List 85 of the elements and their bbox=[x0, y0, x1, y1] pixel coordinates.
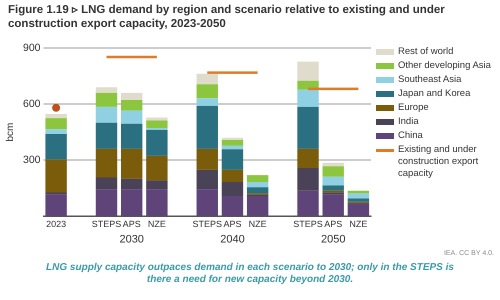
legend-label: Southeast Asia bbox=[398, 74, 462, 86]
y-tick-label: 300 bbox=[22, 154, 41, 166]
bar bbox=[348, 204, 370, 216]
legend-label: India bbox=[398, 116, 419, 128]
bar bbox=[196, 84, 218, 98]
bar bbox=[322, 194, 344, 216]
bar bbox=[45, 118, 67, 130]
legend-label: Japan and Korea bbox=[398, 88, 470, 100]
bar bbox=[45, 114, 67, 118]
bar bbox=[146, 189, 168, 216]
bar bbox=[196, 189, 218, 216]
bar bbox=[96, 106, 118, 123]
legend-label: Existing and under construction export capacity bbox=[398, 144, 480, 180]
bar bbox=[297, 168, 319, 191]
bar bbox=[45, 134, 67, 160]
bar bbox=[322, 162, 344, 166]
bar bbox=[297, 62, 319, 81]
bar bbox=[96, 122, 118, 149]
bar bbox=[297, 190, 319, 216]
x-tick-label: 2023 bbox=[46, 219, 66, 230]
bar bbox=[322, 186, 344, 191]
bar bbox=[45, 194, 67, 216]
text: 2050 bbox=[320, 234, 346, 246]
bar bbox=[246, 187, 268, 194]
legend-label: Europe bbox=[398, 102, 429, 114]
legend-label: China bbox=[398, 130, 423, 142]
bar bbox=[222, 140, 244, 146]
bar bbox=[45, 129, 67, 134]
bar bbox=[96, 189, 118, 216]
bar bbox=[96, 87, 118, 93]
bar bbox=[96, 148, 118, 178]
bar bbox=[222, 170, 244, 182]
bar bbox=[146, 118, 168, 121]
bar bbox=[196, 74, 218, 84]
bar bbox=[222, 146, 244, 150]
legend-label: Other developing Asia bbox=[398, 60, 491, 72]
y-axis-title: bcm bbox=[4, 122, 16, 142]
bar bbox=[246, 182, 268, 188]
bar bbox=[120, 110, 142, 124]
x-tick-label: NZE bbox=[248, 219, 267, 230]
y-tick-label: 900 bbox=[22, 42, 41, 54]
bar bbox=[196, 148, 218, 170]
x-tick-label: STEPS bbox=[92, 219, 122, 230]
bar bbox=[222, 196, 244, 216]
bar bbox=[146, 156, 168, 180]
text: 2040 bbox=[220, 234, 245, 246]
bar bbox=[146, 120, 168, 128]
x-tick-label: STEPS bbox=[293, 219, 323, 230]
bar bbox=[96, 92, 118, 107]
bar bbox=[348, 198, 370, 202]
bar bbox=[196, 106, 218, 149]
bar bbox=[222, 149, 244, 170]
x-tick-label: NZE bbox=[148, 219, 166, 230]
bar bbox=[120, 124, 142, 149]
bar bbox=[297, 90, 319, 107]
bar bbox=[322, 166, 344, 177]
y-tick-label: 600 bbox=[22, 98, 41, 110]
x-tick-label: APS bbox=[324, 219, 342, 230]
bar bbox=[45, 159, 67, 192]
x-tick-label: STEPS bbox=[192, 219, 222, 230]
bar bbox=[196, 98, 218, 106]
bar bbox=[348, 190, 370, 194]
bar bbox=[96, 178, 118, 190]
bar bbox=[146, 180, 168, 190]
bar bbox=[196, 170, 218, 190]
bar bbox=[222, 182, 244, 196]
bar bbox=[348, 193, 370, 198]
bar bbox=[120, 189, 142, 216]
bar bbox=[297, 106, 319, 149]
bar bbox=[120, 178, 142, 190]
bar bbox=[246, 175, 268, 182]
bar bbox=[146, 130, 168, 156]
bar bbox=[120, 100, 142, 111]
text: 2030 bbox=[119, 234, 144, 246]
x-tick-label: APS bbox=[122, 219, 141, 230]
bar bbox=[297, 148, 319, 168]
x-tick-label: NZE bbox=[349, 219, 368, 230]
bar bbox=[322, 176, 344, 186]
bar bbox=[120, 92, 142, 100]
chart-title: Figure 1.19 ▹ LNG demand by region and scenario relative to existing and under construction export capacity, 2023-2050 bbox=[8, 3, 446, 31]
legend-label: Rest of world bbox=[398, 46, 454, 58]
x-tick-label: APS bbox=[223, 219, 242, 230]
text: LNG supply capacity outpaces demand in each scenario to 2030; only in the STEPS is there a need for new capacity beyond 2030. bbox=[45, 262, 455, 286]
bar bbox=[120, 148, 142, 179]
bar bbox=[246, 196, 268, 216]
